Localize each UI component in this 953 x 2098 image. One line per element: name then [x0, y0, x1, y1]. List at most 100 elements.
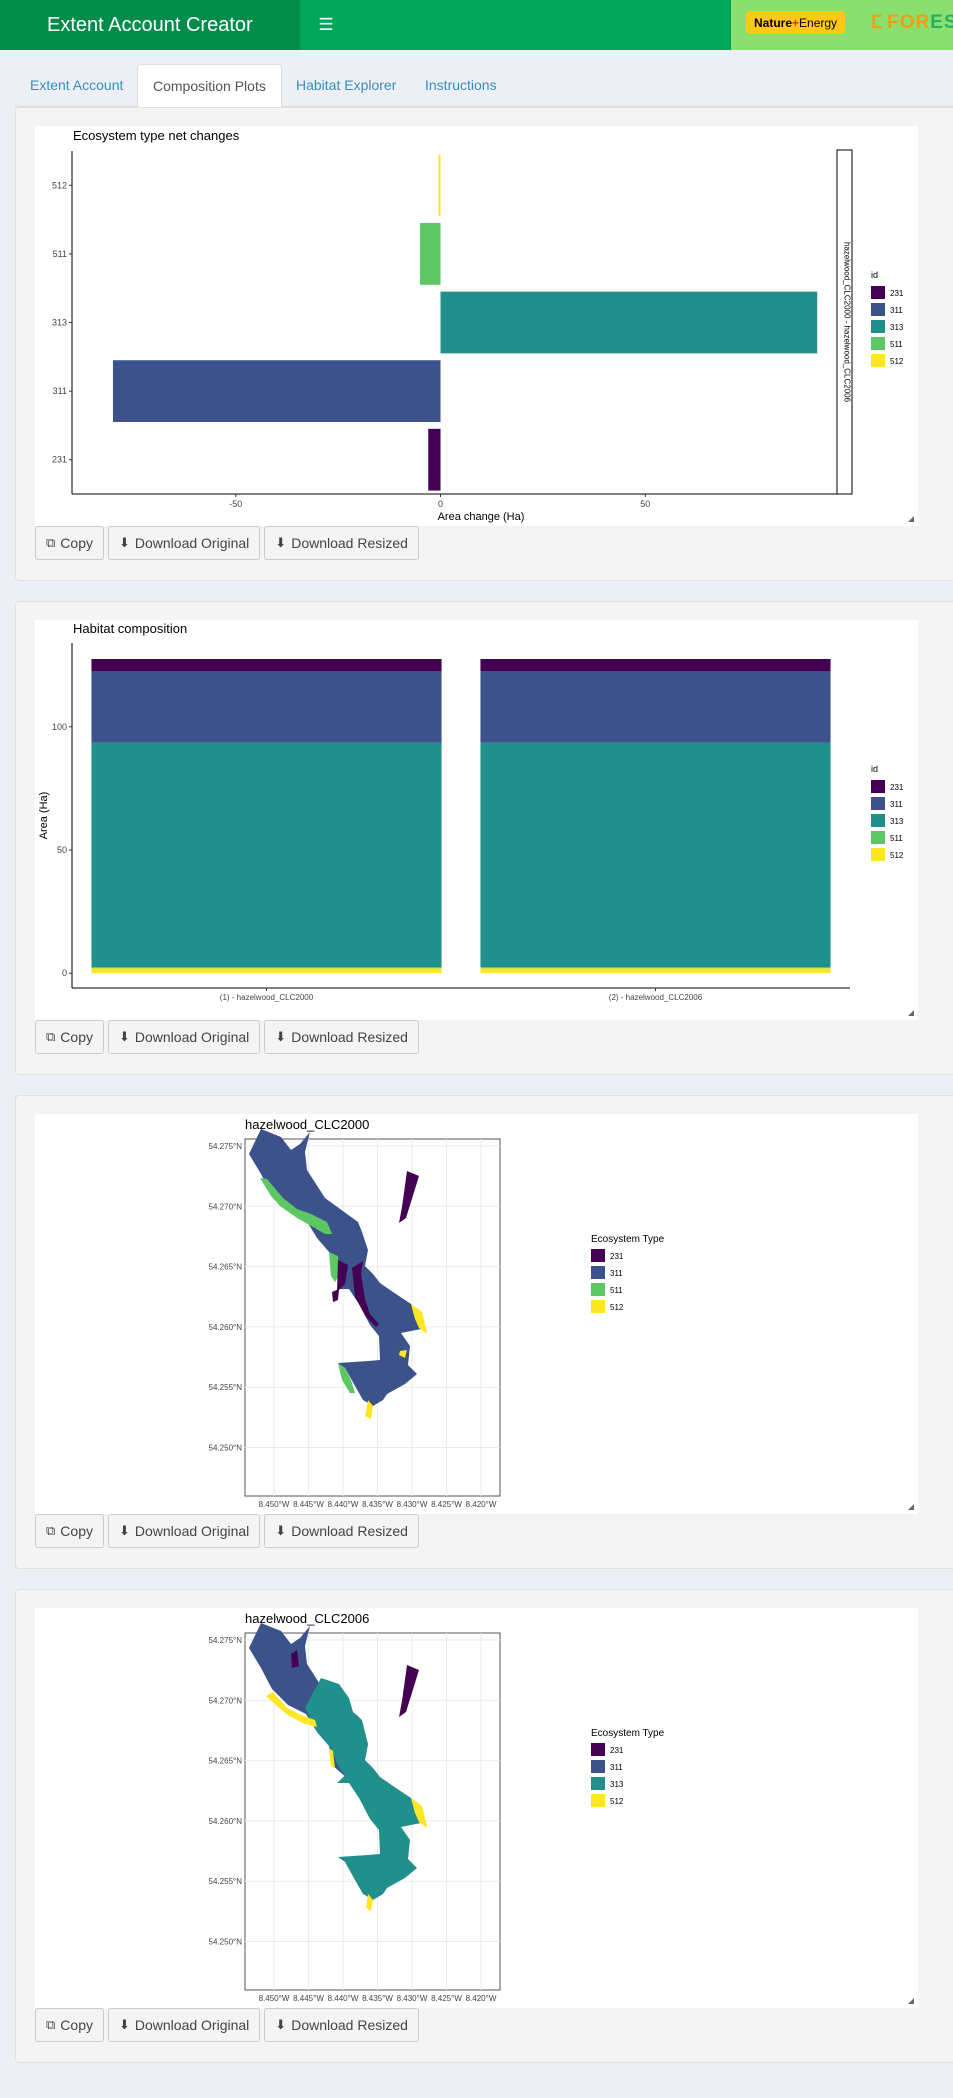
- copy-icon: ⧉: [46, 2017, 56, 2032]
- polygon-512: [329, 1748, 335, 1768]
- legend-label-311: 311: [610, 1763, 623, 1772]
- copy-icon: ⧉: [46, 1523, 56, 1538]
- legend-label-512: 512: [890, 357, 904, 366]
- legend-title: id: [871, 764, 878, 774]
- resize-handle[interactable]: [908, 516, 914, 522]
- legend-swatch-512: [871, 848, 885, 861]
- polygon-231: [337, 1260, 348, 1292]
- legend-swatch-313: [591, 1777, 605, 1790]
- map-title: hazelwood_CLC2006: [245, 1611, 369, 1626]
- y-tick-label: 0: [62, 968, 67, 978]
- legend-label-511: 511: [890, 340, 903, 349]
- x-tick-label: (1) - hazelwood_CLC2000: [220, 993, 314, 1002]
- tab-composition-plots[interactable]: Composition Plots: [137, 64, 282, 108]
- legend-label-313: 313: [610, 1780, 624, 1789]
- download-resized-button[interactable]: ⬇ Download Resized: [264, 1514, 419, 1548]
- download-resized-button[interactable]: ⬇ Download Resized: [264, 526, 419, 560]
- legend-swatch-231: [591, 1249, 605, 1262]
- legend-label-311: 311: [890, 306, 903, 315]
- bar-segment-512: [480, 968, 831, 974]
- download-icon: ⬇: [118, 1029, 130, 1044]
- polygon-512: [266, 1692, 317, 1727]
- download-icon: ⬇: [118, 535, 130, 550]
- download-icon: ⬇: [275, 1523, 287, 1538]
- x-tick-label: 8.420°W: [466, 1994, 497, 2003]
- legend-label-231: 231: [610, 1252, 624, 1261]
- x-tick-label: 8.450°W: [259, 1500, 290, 1509]
- legend-swatch-231: [871, 286, 885, 299]
- y-tick-label-313: 313: [52, 318, 67, 328]
- copy-button[interactable]: ⧉ Copy: [35, 1514, 104, 1548]
- bar-segment-231: [91, 659, 442, 672]
- x-tick-label: (2) - hazelwood_CLC2006: [609, 993, 703, 1002]
- copy-button[interactable]: ⧉ Copy: [35, 1020, 104, 1054]
- x-axis-label: Area change (Ha): [438, 511, 525, 523]
- y-tick-label: 54.250°N: [209, 1938, 243, 1947]
- y-axis-label: Area (Ha): [38, 792, 50, 840]
- facet-strip: [836, 149, 853, 495]
- legend-label-311: 311: [610, 1269, 623, 1278]
- download-original-button[interactable]: ⬇ Download Original: [107, 2008, 261, 2042]
- legend-label-231: 231: [890, 289, 904, 298]
- download-icon: ⬇: [275, 2017, 287, 2032]
- download-original-button[interactable]: ⬇ Download Original: [107, 1514, 261, 1548]
- bar-segment-311: [480, 671, 831, 743]
- bar-segment-313: [91, 742, 442, 968]
- polygon-511: [329, 1252, 340, 1282]
- polygon-231: [399, 1171, 419, 1223]
- x-tick-label: 0: [438, 499, 443, 509]
- resize-handle[interactable]: [908, 1504, 914, 1510]
- download-original-button[interactable]: ⬇ Download Original: [107, 1020, 261, 1054]
- tab-instructions[interactable]: Instructions: [425, 77, 497, 93]
- legend-label-512: 512: [890, 851, 904, 860]
- legend-swatch-311: [591, 1266, 605, 1279]
- map-title: hazelwood_CLC2000: [245, 1117, 369, 1132]
- navbar: ☰: [300, 0, 731, 50]
- legend-swatch-311: [871, 797, 885, 810]
- tab-habitat-explorer[interactable]: Habitat Explorer: [296, 77, 397, 93]
- tab-extent-account[interactable]: Extent Account: [30, 77, 124, 93]
- bar-segment-511: [91, 967, 442, 969]
- net-changes-plot: Ecosystem type net changes 231 311 313 511 51…: [35, 126, 918, 526]
- y-tick-label-311: 311: [53, 386, 67, 396]
- facet-label: hazelwood_CLC2000 - hazelwood_CLC2006: [843, 242, 852, 403]
- forest-logo: ⵎ FOR ES: [871, 11, 953, 33]
- legend-label-512: 512: [610, 1797, 624, 1806]
- download-icon: ⬇: [275, 535, 287, 550]
- y-tick-label: 54.260°N: [209, 1817, 243, 1826]
- legend-swatch-231: [871, 780, 885, 793]
- x-tick-label: 50: [640, 499, 650, 509]
- habitat-composition-panel: Habitat composition (1) - hazelwood_CLC20…: [15, 601, 953, 1075]
- legend-label-313: 313: [890, 817, 904, 826]
- map-2006-chart: hazelwood_CLC2006 54.275°N 54.270°N 54.265°…: [209, 1611, 665, 2003]
- polygon-231: [399, 1665, 419, 1717]
- bar-512: [438, 154, 441, 217]
- map-2000-plot: hazelwood_CLC2000 54.275°N 54.270°N 54.265°…: [35, 1114, 918, 1514]
- y-tick-label: 54.270°N: [209, 1202, 243, 1211]
- x-tick-label: -50: [229, 499, 242, 509]
- y-tick-label: 54.275°N: [209, 1142, 243, 1151]
- download-icon: ⬇: [275, 1029, 287, 1044]
- legend-swatch-311: [871, 303, 885, 316]
- download-resized-button[interactable]: ⬇ Download Resized: [264, 1020, 419, 1054]
- polygon-512: [411, 1304, 427, 1334]
- copy-button[interactable]: ⧉ Copy: [35, 2008, 104, 2042]
- polygon-313: [305, 1678, 368, 1778]
- resize-handle[interactable]: [908, 1998, 914, 2004]
- polygon-313: [337, 1760, 426, 1900]
- download-resized-button[interactable]: ⬇ Download Resized: [264, 2008, 419, 2042]
- habitat-composition-plot: Habitat composition (1) - hazelwood_CLC20…: [35, 620, 918, 1020]
- polygon-231: [352, 1261, 379, 1327]
- download-original-button[interactable]: ⬇ Download Original: [107, 526, 261, 560]
- x-tick-label: 8.425°W: [431, 1994, 462, 2003]
- copy-icon: ⧉: [46, 1029, 56, 1044]
- y-tick-label: 54.255°N: [209, 1877, 243, 1886]
- legend-title: Ecosystem Type: [591, 1728, 665, 1739]
- copy-button[interactable]: ⧉ Copy: [35, 526, 104, 560]
- legend-swatch-311: [591, 1760, 605, 1773]
- x-tick-label: 8.440°W: [328, 1994, 359, 2003]
- resize-handle[interactable]: [908, 1010, 914, 1016]
- polygon-511: [338, 1363, 355, 1393]
- hamburger-menu-icon[interactable]: ☰: [318, 15, 334, 34]
- map-2000-panel: hazelwood_CLC2000 54.275°N 54.270°N 54.265°…: [15, 1095, 953, 1569]
